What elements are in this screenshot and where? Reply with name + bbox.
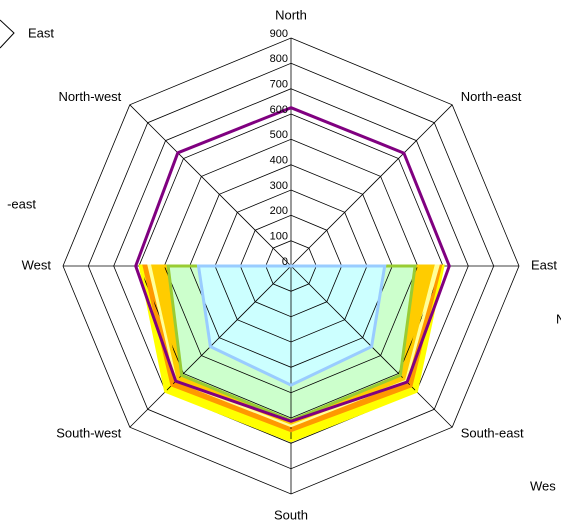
- label-layer: 0 100 200 300 400 500 600 700 800 900 North North-e…: [22, 7, 558, 522]
- radar-line: [151, 264, 435, 425]
- r-tick-label: 900: [270, 28, 288, 40]
- fragment-label: East: [28, 25, 54, 40]
- radar-line: [147, 264, 440, 428]
- category-label: North: [275, 7, 307, 22]
- r-tick-label: 500: [270, 129, 288, 141]
- spoke: [129, 104, 292, 267]
- fragment-label: -east: [7, 196, 36, 211]
- r-tick-label: 800: [270, 53, 288, 65]
- r-tick-label: 200: [270, 205, 288, 217]
- category-label: South-east: [461, 426, 524, 441]
- r-tick-label: 100: [270, 231, 288, 243]
- category-label: East: [531, 257, 557, 272]
- r-tick-label: 700: [270, 79, 288, 91]
- fragment-label: Wes: [530, 478, 556, 493]
- r-tick-label: 0: [282, 256, 288, 268]
- line-layer: [134, 106, 451, 443]
- spoke: [290, 104, 453, 267]
- category-label: North-west: [58, 89, 121, 104]
- category-label: West: [22, 257, 52, 272]
- r-tick-label: 300: [270, 180, 288, 192]
- radar-line: [134, 106, 451, 423]
- category-label: South-west: [56, 426, 121, 441]
- category-label: North-east: [461, 89, 522, 104]
- background-chart-fragment: East -east N Wes: [0, 19, 561, 493]
- fragment-label: N: [556, 311, 561, 326]
- radar-line: [142, 264, 443, 433]
- series-layer: [140, 266, 444, 441]
- r-tick-label: 400: [270, 155, 288, 167]
- radar-area: [198, 266, 385, 386]
- radar-line: [138, 264, 445, 443]
- category-label: South: [274, 507, 308, 522]
- r-tick-label: 600: [270, 104, 288, 116]
- radar-line: [196, 264, 387, 387]
- fragment-octagon: [0, 19, 15, 49]
